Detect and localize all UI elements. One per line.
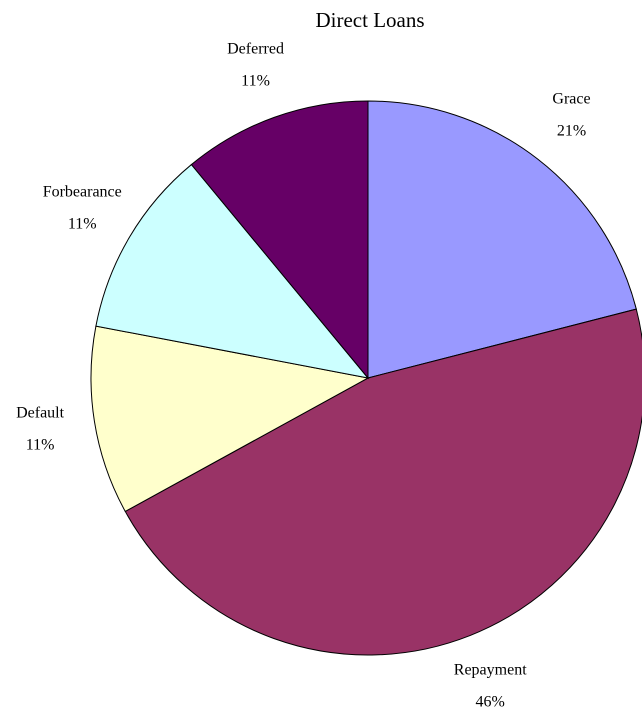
slice-label: Deferred	[227, 40, 284, 57]
slice-value: 11%	[26, 437, 55, 454]
chart-title: Direct Loans	[315, 8, 424, 32]
slice-value: 11%	[68, 216, 97, 233]
pie-slice	[190, 100, 369, 380]
slice-label: Repayment	[454, 661, 527, 678]
slice-value: 11%	[241, 72, 270, 89]
pie-slice	[367, 100, 637, 379]
pie-slice	[124, 308, 642, 656]
slice-label: Default	[16, 405, 65, 422]
pie-slice	[95, 163, 370, 379]
slice-value: 46%	[476, 693, 505, 710]
slice-label: Grace	[552, 90, 590, 107]
slice-value: 21%	[557, 122, 586, 139]
pie-slice	[90, 325, 370, 513]
slice-label: Forbearance	[43, 184, 122, 201]
